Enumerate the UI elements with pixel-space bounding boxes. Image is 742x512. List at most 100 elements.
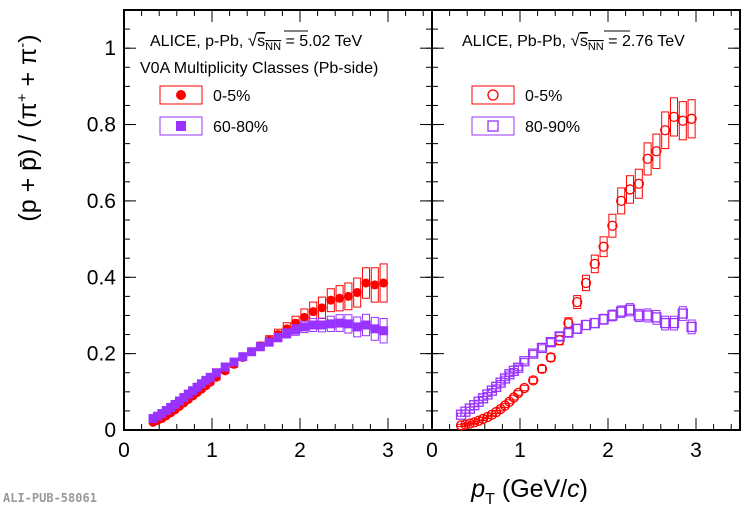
data-point [513,387,524,399]
data-point [229,357,239,367]
legend-label-left-1: 60-80% [213,119,268,136]
y-axis-label: (p + p̄) / (π+ + π-) [14,34,42,221]
data-point [660,125,671,136]
data-point [379,326,389,336]
watermark: ALI-PUB-58061 [3,491,97,505]
syst-box [590,254,599,274]
y-tick-label: 0 [104,419,116,442]
syst-box [573,295,582,310]
y-axis-label-sup2: - [14,43,31,48]
data-point [536,363,548,375]
x-axis-label-p: p [470,475,485,503]
syst-box [564,328,573,337]
syst-box [625,303,635,317]
syst-box [669,315,679,331]
data-point [299,312,309,322]
data-point [519,356,530,367]
legend-marker-right-0 [487,89,499,101]
syst-box [678,101,687,141]
left-panel-energy: = 5.02 TeV [281,33,362,50]
data-point [572,296,583,308]
syst-box [643,308,652,323]
x-tick-label: 0 [426,439,438,462]
data-point [317,303,327,313]
syst-box [687,99,696,139]
data-point [335,318,345,328]
syst-box [625,175,635,204]
right-panel-energy: = 2.76 TeV [604,33,685,50]
syst-box [678,306,687,321]
x-tick-label: 3 [690,439,702,462]
syst-box [546,353,555,362]
data-point [513,362,524,373]
right-panel-system: ALICE, Pb-Pb, [462,33,571,50]
data-point [616,195,627,207]
data-point [580,277,592,289]
data-point [370,280,380,290]
data-point [624,184,636,195]
data-point [255,342,265,352]
data-point [308,320,318,330]
syst-box [687,319,696,335]
data-point [317,320,327,330]
syst-box [555,332,564,341]
data-point [528,348,539,359]
data-point [545,352,556,363]
legend-box-right-0 [471,85,515,105]
right-panel-sqrt-s: s [580,33,588,50]
axis-ticks: 0 1 2 3 0 1 2 3 0 0.2 0.4 0.6 0.8 1 [87,9,740,462]
right-panel-title: ALICE, Pb-Pb, √sNN = 2.76 TeV [462,31,685,53]
data-point [633,178,644,189]
data-point [247,347,257,357]
x-tick-label: 1 [206,439,218,462]
legend-box-left-1 [159,116,203,136]
data-point [291,318,301,328]
legend-label-right-0: 0-5% [525,88,562,105]
data-point [264,337,274,347]
y-axis-label-end: ) [14,34,42,42]
x-tick-label: 3 [382,439,394,462]
data-point [519,382,530,394]
syst-box [652,133,661,169]
data-point [352,322,362,332]
data-point [545,337,556,348]
legend-marker-left-0 [176,90,186,100]
data-point [308,307,318,317]
y-axis-label-sup1: + [14,93,31,102]
x-axis-label-sub: T [485,491,495,508]
syst-box [617,187,626,215]
data-point [326,295,336,305]
syst-box [617,305,626,318]
series-1-0 [455,97,697,431]
legend-label-right-1: 80-90% [525,119,580,136]
y-tick-label: 0.8 [87,114,116,137]
data-point [291,325,301,335]
data-point [326,319,336,329]
left-panel-subtitle: V0A Multiplicity Classes (Pb-side) [140,60,378,77]
data-point [343,319,353,329]
syst-box [599,236,608,258]
syst-box [608,213,617,238]
x-axis-label-rest: (GeV/ [495,475,567,503]
x-tick-label: 2 [294,439,306,462]
data-point [343,291,353,301]
data-point [335,293,345,303]
y-tick-label: 0.2 [87,343,116,366]
data-point [205,372,215,382]
y-axis-label-main: (p + p̄) / (π [14,102,42,221]
syst-box [661,111,670,150]
syst-box [520,358,529,365]
data-point [238,352,248,362]
data-point [624,304,636,315]
right-panel-sqrt-sub: NN [588,41,604,53]
syst-box [634,308,643,323]
data-point [651,312,662,323]
syst-box [520,384,529,392]
data-point [370,324,380,334]
data-point [352,288,362,298]
syst-box [599,313,608,325]
right-panel-sqrt-sign: √ [571,31,581,50]
data-point [273,333,283,343]
left-panel-sqrt-sign: √ [248,31,258,50]
x-tick-label: 0 [118,439,130,462]
